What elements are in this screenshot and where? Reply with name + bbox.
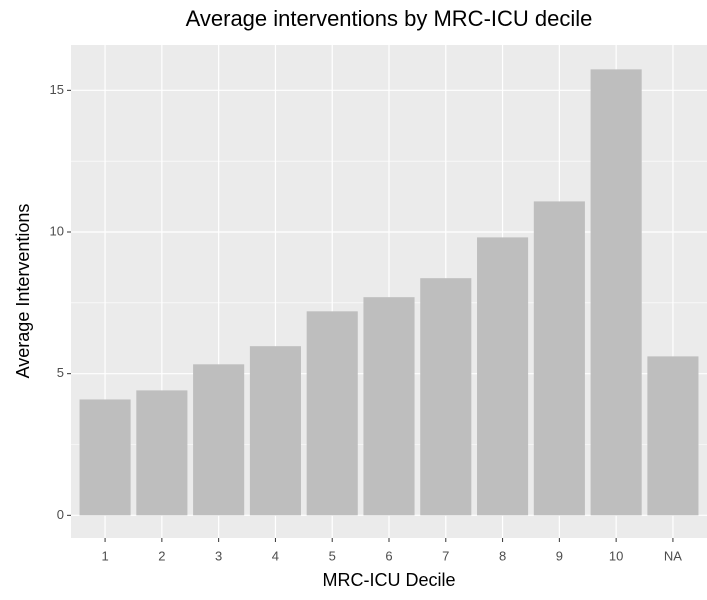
x-tick-label: 3 xyxy=(215,548,222,563)
y-tick-label: 5 xyxy=(57,365,64,380)
bar xyxy=(533,201,585,516)
bar xyxy=(79,399,131,516)
x-tick-label: NA xyxy=(664,548,682,563)
bar xyxy=(363,297,415,516)
bar xyxy=(136,390,188,516)
x-tick-label: 8 xyxy=(499,548,506,563)
bar xyxy=(477,237,529,516)
bar xyxy=(420,278,472,516)
y-tick-label: 10 xyxy=(50,223,64,238)
y-axis-title: Average Interventions xyxy=(13,204,33,379)
y-tick-label: 0 xyxy=(57,507,64,522)
x-tick-label: 2 xyxy=(158,548,165,563)
chart-title: Average interventions by MRC-ICU decile xyxy=(186,6,593,31)
x-tick-label: 6 xyxy=(385,548,392,563)
bar xyxy=(249,346,301,516)
bar xyxy=(306,311,358,516)
x-tick-label: 1 xyxy=(101,548,108,563)
x-tick-label: 10 xyxy=(609,548,623,563)
x-axis-title: MRC-ICU Decile xyxy=(322,570,455,590)
x-tick-label: 4 xyxy=(272,548,279,563)
x-tick-label: 7 xyxy=(442,548,449,563)
bar xyxy=(647,356,699,516)
bar xyxy=(193,364,245,516)
bar xyxy=(590,69,642,516)
x-tick-label: 9 xyxy=(556,548,563,563)
x-tick-label: 5 xyxy=(329,548,336,563)
y-tick-label: 15 xyxy=(50,82,64,97)
